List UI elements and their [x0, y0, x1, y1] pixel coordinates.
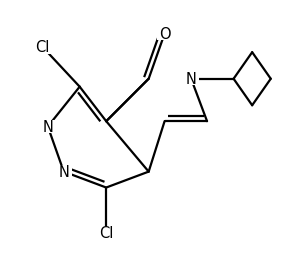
FancyBboxPatch shape: [183, 73, 199, 86]
FancyBboxPatch shape: [94, 226, 118, 239]
Text: N: N: [58, 164, 69, 179]
Text: N: N: [186, 72, 196, 87]
FancyBboxPatch shape: [56, 165, 72, 179]
Text: O: O: [159, 27, 170, 42]
Text: Cl: Cl: [99, 225, 113, 240]
FancyBboxPatch shape: [40, 120, 56, 134]
FancyBboxPatch shape: [157, 28, 172, 41]
Text: N: N: [42, 120, 53, 134]
FancyBboxPatch shape: [31, 41, 55, 54]
Text: Cl: Cl: [35, 40, 50, 55]
